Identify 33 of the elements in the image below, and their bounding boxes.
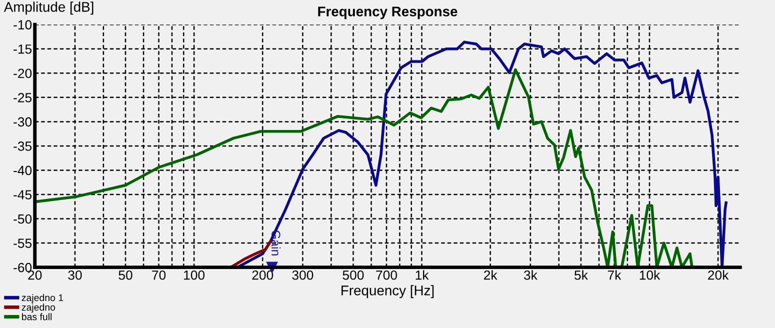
x-tick-label: 500 — [342, 270, 364, 280]
x-tick-label: 30 — [68, 270, 82, 280]
y-tick-label: -60 — [14, 262, 32, 272]
legend-label: bas full — [22, 313, 52, 320]
y-tick-label: -10 — [14, 20, 32, 30]
x-tick-label: 20k — [708, 270, 729, 280]
x-tick-label: 100 — [184, 270, 205, 280]
y-tick-label: -25 — [14, 92, 32, 102]
legend-label: zajedno 1 — [22, 294, 64, 304]
y-tick-label: -20 — [14, 68, 32, 78]
x-tick-label: 200 — [252, 270, 274, 280]
x-tick-label: 10k — [640, 270, 660, 280]
x-tick-label: 300 — [292, 270, 314, 280]
y-tick-label: -40 — [14, 166, 32, 176]
y-tick-label: -50 — [14, 214, 32, 224]
x-tick-label: 2k — [484, 270, 498, 280]
y-tick-label: -45 — [14, 190, 32, 200]
x-tick-label: 70 — [152, 270, 166, 280]
x-tick-label: 7k — [608, 270, 622, 280]
chart-title: Frequency Response — [318, 6, 458, 20]
x-axis-title: Frequency [Hz] — [342, 285, 434, 298]
y-axis-title: Amplitude [dB] — [4, 2, 94, 15]
x-tick-label: 700 — [376, 270, 397, 280]
y-tick-label: -15 — [14, 44, 32, 54]
legend-label: zajedno — [22, 304, 56, 313]
x-tick-label: 3k — [524, 270, 538, 280]
y-tick-label: -55 — [14, 238, 32, 248]
x-tick-label: 5k — [574, 270, 588, 280]
y-tick-label: -35 — [14, 142, 32, 151]
x-tick-label: 50 — [118, 270, 132, 280]
y-tick-label: -30 — [14, 117, 32, 127]
x-tick-label: 20 — [28, 270, 42, 280]
x-tick-label: 1k — [416, 270, 429, 280]
